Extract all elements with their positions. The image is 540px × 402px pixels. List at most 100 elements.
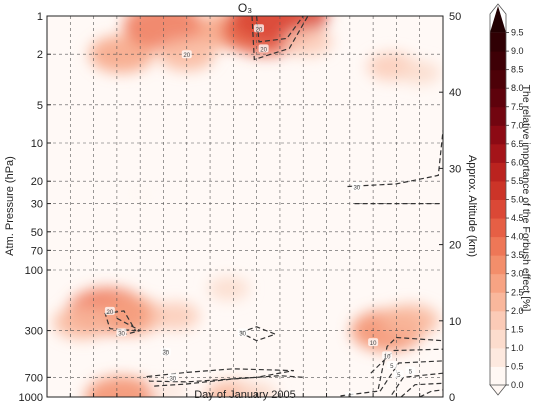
pressure-tick-label: 30 [31,199,43,211]
contour-label: 30 [353,185,360,191]
contour-label-bg [237,328,248,337]
contour-label-bg [160,347,171,356]
colorbar-tick-label: 4.0 [511,232,524,242]
colorbar-tick-label: 4.5 [511,213,524,223]
contour-label: 10 [370,341,377,347]
contour-label: 30 [169,376,176,382]
contour-line [340,336,443,397]
heat-spot [53,306,111,340]
colorbar-segment [490,255,506,275]
contour-label-bg [258,44,269,53]
altitude-axis: 0 10 20 30 40 50 [439,11,461,402]
colorbar-segment [490,199,506,219]
pressure-tick-label: 100 [25,265,43,277]
heat-spot [148,380,188,397]
colorbar-segment [490,32,506,52]
colorbar-segment [490,310,506,330]
colorbar-tick-label: 6.0 [511,157,524,167]
y-axis-label-left: Atm. Pressure (hPa) [4,156,16,256]
colorbar: 0.0 0.5 1.0 1.5 2.0 2.5 3.0 3.5 4.0 4.5 5.0 5.5 6.0 6… [489,3,524,396]
colorbar-segment [490,273,506,293]
colorbar-segment [490,6,506,33]
contour-label: 5 [409,370,413,376]
pressure-tick-label: 1 [37,11,43,23]
colorbar-segment [490,292,506,312]
altitude-tick-label: 10 [449,316,461,328]
colorbar-tick-label: 6.5 [511,139,524,149]
colorbar-segment [490,347,506,367]
contour-label: 20 [260,47,267,53]
contour-line [391,372,443,396]
colorbar-label: The relative importance of the Forbush e… [520,85,532,312]
colorbar-segment [490,366,506,386]
colorbar-segment [490,125,506,145]
colorbar-tick-label: 7.0 [511,120,524,130]
colorbar-tick-label: 9.0 [511,46,524,56]
contour-line [400,382,443,397]
colorbar-tick-label: 1.0 [511,343,524,353]
colorbar-tick-label: 0.5 [511,361,524,371]
pressure-tick-label: 5 [37,100,43,112]
colorbar-tick-label: 2.0 [511,306,524,316]
altitude-tick-label: 30 [449,163,461,175]
contour-label-bg [382,351,393,360]
pressure-tick-label: 70 [31,245,43,257]
contour-label-bg [405,366,416,375]
pressure-tick-label: 2 [37,49,43,61]
colorbar-frame [489,3,507,385]
heat-spot [85,376,158,397]
contour-label: 30 [239,331,246,337]
contour-line [419,389,443,397]
colorbar-tick-label: 0.0 [511,380,524,390]
contour-label-bg [351,182,362,191]
heat-spot [283,27,333,57]
contour-label: 20 [107,310,114,316]
colorbar-segment [490,236,506,256]
colorbar-segment [490,106,506,126]
contour-label-bg [116,328,127,337]
colorbar-segment [490,180,506,200]
contour-line [379,360,443,392]
colorbar-segment [490,88,506,108]
contour-line [256,16,304,43]
heat-spot [124,184,156,203]
colorbar-segment [490,51,506,71]
colorbar-segment [490,218,506,238]
colorbar-tick-label: 1.5 [511,324,524,334]
pressure-tick-label: 1000 [19,392,43,402]
contour-label-bg [386,361,397,370]
contour-label: 30 [118,331,125,337]
colorbar-tick-label: 2.5 [511,287,524,297]
contour-label-bg [393,370,404,379]
colorbar-segment [490,69,506,89]
colorbar-tick-label: 5.5 [511,176,524,186]
contour-line [238,326,278,342]
y-axis-label-right: Approx. Altitude (km) [466,155,478,257]
colorbar-tick-label: 5.0 [511,195,524,205]
colorbar-tick-label: 3.0 [511,269,524,279]
contour-label: 20 [183,53,190,59]
pressure-tick-label: 50 [31,227,43,239]
heat-spot [381,304,439,338]
contour-label: 10 [384,354,391,360]
pressure-tick-label: 20 [31,176,43,188]
heatmap-field [53,16,441,397]
contour-line [104,310,137,332]
colorbar-tick-label: 9.5 [511,28,524,38]
altitude-tick-label: 40 [449,87,461,99]
colorbar-tick-label: 3.5 [511,250,524,260]
pressure-tick-label: 300 [25,326,43,338]
plot-frame [46,15,444,398]
colorbar-tick-label: 8.5 [511,65,524,75]
heat-spot [207,276,250,301]
contour-label-bg [253,24,264,33]
x-axis-label: Day of January 2005 [194,389,296,401]
contour-line [251,16,309,61]
pressure-axis: 1 2 5 10 20 30 50 70 100 300 700 1000 [19,11,51,402]
chart-title: O₃ [238,1,252,15]
contour-label-bg [167,373,178,382]
colorbar-segment [490,329,506,349]
pressure-tick-label: 10 [31,138,43,150]
